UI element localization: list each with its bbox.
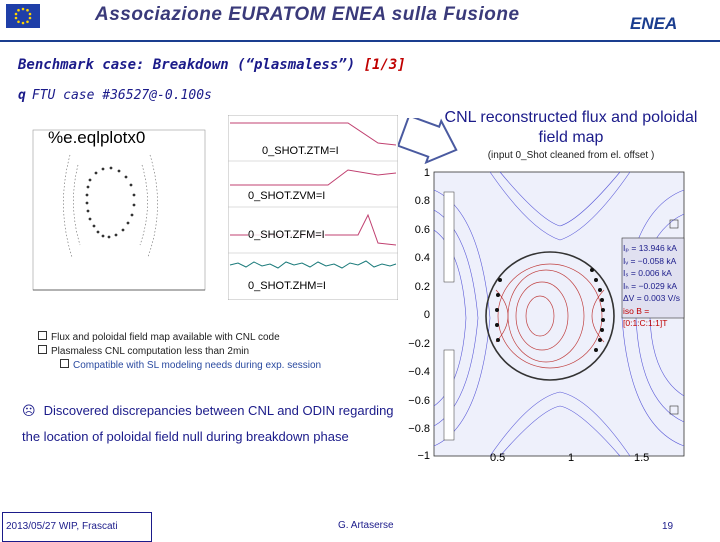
time-traces-panel	[227, 114, 399, 301]
frown-icon: ☹	[22, 403, 36, 418]
case-text: FTU case #36527@-0.100s	[31, 88, 212, 103]
y-tick: −0.8	[408, 423, 430, 435]
slide-title-main: Benchmark case: Breakdown (“plasmaless”)	[18, 57, 364, 73]
bullet-square-icon: q	[18, 88, 26, 103]
y-tick: 1	[423, 167, 430, 179]
cnl-map-title: CNL reconstructed flux and poloidal fiel…	[444, 109, 698, 146]
header-title: Associazione EURATOM ENEA sulla Fusione	[95, 4, 520, 25]
note-sub-item: Compatible with SL modeling needs during…	[38, 359, 321, 373]
discrepancy-text: Discovered discrepancies between CNL and…	[22, 403, 394, 444]
note-item: Plasmaless CNL computation less than 2mi…	[38, 345, 321, 359]
checkbox-square-icon	[60, 359, 69, 368]
legend-ih: Iₕ = −0.029 kA	[623, 280, 678, 291]
y-tick: 0	[423, 309, 430, 321]
x-tick: 1.5	[634, 452, 650, 464]
y-tick: 0.8	[414, 195, 430, 207]
legend-iv: Iᵥ = −0.058 kA	[623, 255, 677, 266]
legend-dv: ΔV = 0.003 V/s	[623, 293, 680, 303]
flux-map-legend: Iₚ = 13.946 kA Iᵥ = −0.058 kA Iₛ = 0.006…	[623, 242, 690, 330]
note-item: Flux and poloidal field map available wi…	[38, 331, 321, 345]
case-bullet: q FTU case #36527@-0.100s	[18, 88, 212, 103]
flux-map-y-axis: 1 0.8 0.6 0.4 0.2 0 −0.2 −0.4 −0.6 −0.8 …	[400, 167, 434, 466]
trace-label-zhm: 0_SHOT.ZHM=I	[248, 280, 326, 292]
page-number: 19	[662, 521, 674, 532]
y-tick: −0.4	[408, 366, 430, 378]
cnl-map-subtitle: (input 0_Shot cleaned from el. offset )	[487, 150, 655, 161]
y-tick: 0.4	[414, 252, 430, 264]
x-tick: 0.5	[490, 452, 506, 464]
checkbox-square-icon	[38, 331, 47, 340]
y-tick: 0.2	[414, 281, 430, 293]
footer-author: G. Artaserse	[338, 520, 394, 531]
y-tick: −1	[417, 450, 430, 462]
legend-is: Iₛ = 0.006 kA	[623, 268, 672, 278]
y-tick: −0.6	[408, 395, 430, 407]
trace-label-zfm: 0_SHOT.ZFM=I	[248, 229, 325, 241]
y-tick: −0.2	[408, 338, 430, 350]
legend-ip: Iₚ = 13.946 kA	[623, 243, 677, 253]
pointer-arrow-icon	[396, 114, 460, 165]
slide-title-highlight: [1/3]	[363, 57, 406, 73]
flux-map-plot: 1 0.8 0.6 0.4 0.2 0 −0.2 −0.4 −0.6 −0.8 …	[400, 167, 690, 466]
x-tick: 1	[568, 452, 575, 464]
equilibrium-plot	[8, 125, 208, 300]
equilibrium-plot-label: %e.eqlplotx0	[48, 128, 146, 147]
footer-date-place: 2013/05/27 WIP, Frascati	[6, 521, 118, 532]
slide-title: Benchmark case: Breakdown (“plasmaless”)…	[18, 57, 406, 73]
discrepancy-note: ☹ Discovered discrepancies between CNL an…	[22, 398, 402, 450]
notes-list: Flux and poloidal field map available wi…	[38, 331, 321, 373]
enea-logo: ENEA	[630, 14, 678, 33]
header-divider	[0, 40, 720, 42]
eu-flag-logo	[6, 4, 40, 28]
y-tick: 0.6	[414, 224, 430, 236]
slide-header	[0, 0, 720, 42]
legend-iso-b: iso B = [0:1:C:1:1]T	[623, 305, 668, 329]
trace-label-zvm: 0_SHOT.ZVM=I	[248, 190, 326, 202]
trace-label-ztm: 0_SHOT.ZTM=I	[262, 145, 339, 157]
checkbox-square-icon	[38, 345, 47, 354]
